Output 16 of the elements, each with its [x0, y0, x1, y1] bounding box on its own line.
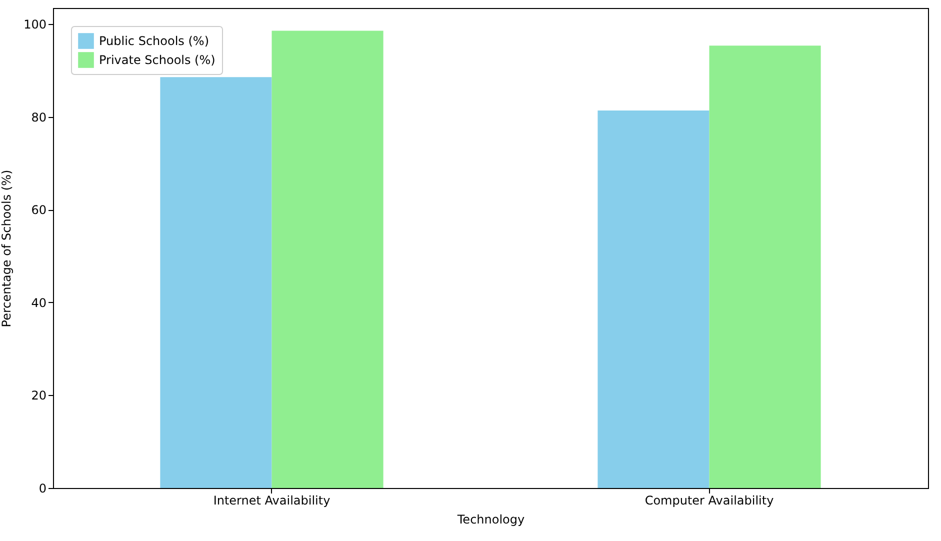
- x-tick-label: Computer Availability: [644, 494, 774, 508]
- x-tick-label: Internet Availability: [213, 494, 330, 508]
- legend-label: Private Schools (%): [99, 53, 216, 67]
- y-tick-label: 40: [31, 296, 46, 310]
- y-axis-title: Percentage of Schools (%): [0, 170, 14, 328]
- y-tick-label: 80: [31, 110, 46, 124]
- y-tick-label: 100: [24, 18, 46, 32]
- bar: [598, 110, 710, 488]
- bar: [272, 30, 384, 488]
- bar: [709, 46, 821, 488]
- y-tick-label: 0: [38, 482, 46, 496]
- y-tick-label: 20: [31, 388, 46, 403]
- legend-label: Public Schools (%): [99, 34, 209, 48]
- y-tick-label: 60: [31, 203, 46, 218]
- bar: [160, 77, 272, 488]
- x-axis-title: Technology: [456, 512, 525, 526]
